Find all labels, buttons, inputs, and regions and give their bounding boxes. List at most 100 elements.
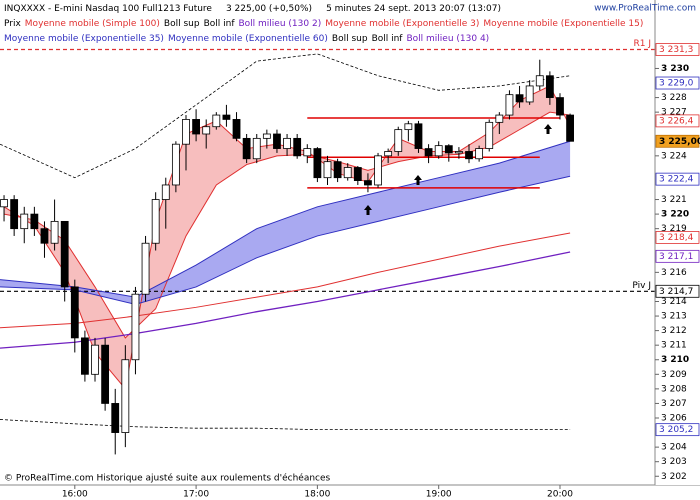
- price-box: [655, 114, 700, 128]
- y-tick-label: 3 208: [661, 384, 687, 394]
- legend-entry: Boll sup: [332, 34, 368, 44]
- y-tick-label: 3 212: [661, 326, 687, 336]
- arrow: [544, 124, 552, 134]
- candle-body: [283, 137, 291, 149]
- candle-body: [384, 151, 393, 157]
- candle-body: [556, 97, 564, 116]
- arrow: [364, 205, 372, 215]
- candle-body: [242, 137, 251, 160]
- legend-entry: Boll inf: [204, 19, 236, 29]
- candle-body: [545, 75, 554, 98]
- legend-row: Moyenne mobile (Exponentielle 35) Moyenne…: [4, 34, 489, 44]
- y-tick-label: 3 202: [661, 472, 687, 482]
- price-box: [655, 284, 700, 298]
- y-tick-label: 3 203: [661, 457, 687, 467]
- x-tick-label: 20:00: [547, 490, 573, 500]
- price-label: 3 225,00: [659, 137, 700, 147]
- candle-body: [101, 344, 110, 404]
- candle-body: [222, 114, 231, 120]
- legend-entry: Boll milieu (130 2): [239, 19, 322, 29]
- y-tick-label: 3 220: [661, 210, 689, 220]
- candle-body: [252, 137, 261, 160]
- candle-body: [434, 145, 443, 157]
- price-label: 3 218,4: [659, 233, 694, 243]
- price-box: [655, 423, 700, 437]
- header-part: 3 225,00 (+0,50%): [226, 4, 312, 14]
- candle-body: [293, 137, 302, 157]
- footer: © ProRealTime.com Historique ajusté suit…: [4, 473, 331, 484]
- y-tick-label: 3 221: [661, 195, 687, 205]
- header-part: 5 minutes 24 sept. 2013 20:07 (13:07): [326, 4, 501, 14]
- candle-body: [364, 180, 372, 186]
- x-tick-label: 16:00: [62, 490, 88, 500]
- y-axis: 3 230 3 228 3 227 3 224 3 221 3 220 3 219 3 216…: [655, 0, 700, 485]
- legend-entry: Moyenne mobile (Exponentielle 60): [168, 34, 328, 44]
- candle-body: [182, 119, 190, 145]
- y-tick-label: 3 219: [661, 224, 687, 234]
- indicator-line: [3, 85, 571, 391]
- candle-body: [0, 199, 8, 208]
- candle-body: [212, 114, 221, 128]
- legend-entry: Boll inf: [372, 34, 404, 44]
- price-label: 3 214,7: [659, 287, 693, 297]
- indicator-line: [0, 140, 571, 298]
- price-label: 3 229,0: [659, 79, 694, 89]
- legend-row: Prix Moyenne mobile (Simple 100) Boll sup B…: [4, 19, 643, 29]
- candle-body: [313, 148, 322, 179]
- candle-body: [81, 337, 89, 375]
- price-label: 3 205,2: [659, 425, 693, 435]
- candle-body: [525, 85, 534, 103]
- legend-entry: Boll sup: [164, 19, 200, 29]
- candle-body: [121, 359, 130, 433]
- band-fill: [4, 85, 571, 389]
- candle-body: [10, 199, 19, 230]
- candle-body: [465, 151, 473, 160]
- candle-body: [50, 220, 59, 244]
- y-tick-label: 3 214: [661, 297, 687, 307]
- y-tick-label: 3 213: [661, 312, 687, 322]
- candle-body: [495, 114, 504, 123]
- price-label: 3 217,1: [659, 252, 693, 262]
- candle-body: [91, 344, 99, 375]
- candle-body: [141, 242, 150, 295]
- x-tick-label: 19:00: [426, 490, 452, 500]
- price-box: [655, 43, 700, 56]
- price-box: [655, 249, 700, 263]
- indicator-line: [0, 53, 571, 179]
- legend-entry: Boll milieu (130 4): [406, 34, 489, 44]
- candle-body: [566, 114, 574, 142]
- candle-body: [171, 143, 180, 186]
- candle-body: [303, 148, 312, 157]
- price-box: [655, 172, 700, 186]
- y-tick-label: 3 228: [661, 93, 687, 103]
- y-tick-label: 3 207: [661, 399, 687, 409]
- y-tick-label: 3 227: [661, 108, 687, 118]
- x-tick-label: 17:00: [183, 490, 209, 500]
- y-tick-label: 3 206: [661, 414, 687, 424]
- site: www.ProRealTime.com: [594, 4, 696, 14]
- candle-body: [535, 75, 544, 87]
- candle-body: [515, 94, 524, 103]
- y-tick-label: 3 204: [661, 443, 687, 453]
- price-box: [655, 231, 700, 244]
- legend-entry: Prix: [4, 19, 21, 29]
- candle-body: [20, 213, 29, 230]
- band-fill: [0, 141, 571, 305]
- y-tick-label: 3 210: [661, 355, 689, 365]
- candle-body: [232, 119, 241, 139]
- candle-body: [60, 220, 69, 288]
- signal-arrows: [364, 124, 552, 215]
- candle-body: [444, 145, 453, 154]
- x-tick-label: 18:00: [304, 490, 330, 500]
- y-tick-label: 3 216: [661, 268, 687, 278]
- arrow: [414, 175, 422, 185]
- candle-body: [404, 123, 413, 131]
- candle-body: [262, 133, 271, 139]
- y-tick-label: 3 211: [661, 341, 687, 351]
- header-part: INQXXXX - E-mini Nasdaq 100 Full1213 Fut…: [4, 4, 212, 14]
- indicator-line: [0, 232, 571, 329]
- legend-entry: Moyenne mobile (Exponentielle 35): [4, 34, 164, 44]
- price-label: 3 222,4: [659, 175, 694, 185]
- price-box: [655, 76, 700, 90]
- candle-body: [30, 213, 39, 230]
